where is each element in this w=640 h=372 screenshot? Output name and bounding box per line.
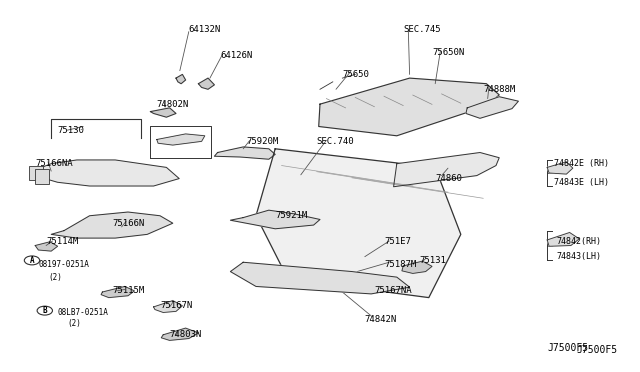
Text: (2): (2) [67,319,81,328]
Text: 75921M: 75921M [275,211,307,220]
Text: 75650: 75650 [342,70,369,79]
Polygon shape [214,147,275,159]
Text: 64132N: 64132N [189,25,221,34]
Text: 08LB7-0251A: 08LB7-0251A [58,308,108,317]
Polygon shape [256,149,461,298]
Text: (2): (2) [48,273,62,282]
Circle shape [37,306,52,315]
Text: J7500F5: J7500F5 [576,345,617,355]
Text: 08197-0251A: 08197-0251A [38,260,89,269]
Polygon shape [402,261,432,273]
Polygon shape [466,97,518,118]
Polygon shape [51,212,173,238]
Text: 75167NA: 75167NA [374,286,412,295]
Text: 75166N: 75166N [112,219,144,228]
Text: 74843(LH): 74843(LH) [557,252,602,261]
Text: 74803N: 74803N [170,330,202,339]
Polygon shape [101,286,134,298]
Polygon shape [230,262,410,294]
Polygon shape [32,160,179,186]
Polygon shape [35,242,58,251]
Text: 74802N: 74802N [157,100,189,109]
Polygon shape [198,78,214,89]
Polygon shape [547,232,579,246]
Polygon shape [154,301,182,312]
Text: 75115M: 75115M [112,286,144,295]
Polygon shape [176,74,186,84]
Text: A: A [29,256,35,265]
Text: 751E7: 751E7 [384,237,411,246]
Text: 75167N: 75167N [160,301,192,310]
Text: 74842E (RH): 74842E (RH) [554,159,609,168]
Text: 74843E (LH): 74843E (LH) [554,178,609,187]
Bar [29,166,43,180]
Polygon shape [547,162,573,174]
Text: 75650N: 75650N [432,48,464,57]
Text: J7500F5: J7500F5 [548,343,589,353]
Text: 74842(RH): 74842(RH) [557,237,602,246]
Polygon shape [161,328,198,340]
Polygon shape [150,108,176,117]
Text: 75131: 75131 [419,256,446,265]
Text: 75187M: 75187M [384,260,416,269]
Bar [35,169,49,184]
Text: 75166NA: 75166NA [35,159,73,168]
Text: 74860: 74860 [435,174,462,183]
Polygon shape [394,153,499,187]
Polygon shape [230,210,320,229]
Circle shape [24,256,40,265]
Text: SEC.745: SEC.745 [403,25,441,34]
Polygon shape [157,134,205,145]
Text: 64126N: 64126N [221,51,253,60]
Text: 75130: 75130 [58,126,84,135]
Text: 74888M: 74888M [483,85,515,94]
Text: SEC.740: SEC.740 [317,137,355,146]
Text: 75114M: 75114M [46,237,78,246]
Text: 74842N: 74842N [365,315,397,324]
Text: 75920M: 75920M [246,137,278,146]
Polygon shape [319,78,499,136]
Text: B: B [42,306,47,315]
